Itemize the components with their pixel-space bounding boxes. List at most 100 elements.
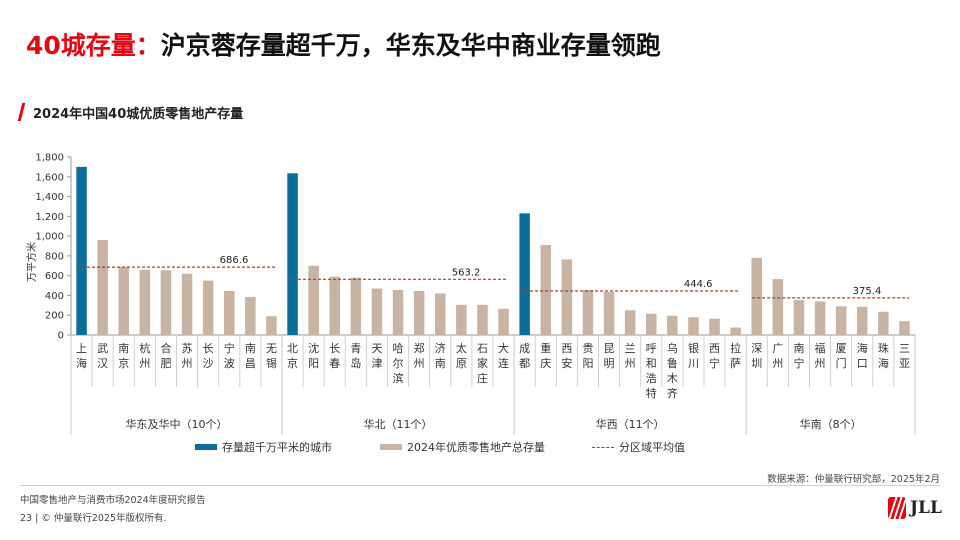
x-tick-label: 宁波 (224, 341, 235, 370)
legend-label-average: 分区域平均值 (619, 441, 685, 454)
x-tick-label: 合肥 (160, 341, 171, 370)
bar-上海 (76, 166, 87, 335)
bar-石家庄 (477, 304, 488, 335)
bar-海口 (857, 306, 868, 335)
x-tick-label: 青岛 (350, 342, 361, 370)
bar-昆明 (603, 291, 615, 335)
x-tick-label: 杭州 (139, 341, 150, 370)
x-tick-label: 南昌 (245, 342, 256, 370)
x-tick-label: 北京 (287, 342, 298, 370)
x-tick-label: 海口 (857, 341, 868, 370)
x-tick-label: 呼和浩特 (646, 342, 657, 400)
bar-三亚 (899, 321, 910, 335)
bar-青岛 (350, 277, 362, 335)
x-tick-label: 乌鲁木齐 (667, 341, 678, 400)
bar-深圳 (751, 257, 762, 335)
legend-item-highlight: 存量超千万平米的城市 (195, 439, 332, 455)
x-tick-label: 上海 (76, 342, 87, 370)
x-tick-label: 厦门 (836, 342, 847, 370)
y-tick-label: 1,000 (35, 232, 64, 243)
x-tick-label: 深圳 (751, 342, 762, 370)
x-tick-label: 大连 (498, 341, 509, 370)
average-label: 444.6 (684, 279, 713, 290)
bar-银川 (688, 317, 699, 335)
bar-长沙 (202, 280, 214, 335)
x-tick-label: 苏州 (182, 342, 193, 370)
legend-swatch-highlight (195, 444, 217, 450)
y-tick-label: 200 (45, 311, 64, 322)
bar-广州 (772, 279, 784, 335)
bar-乌鲁木齐 (667, 315, 678, 335)
group-label: 华北（11个） (364, 417, 433, 431)
x-tick-label: 长春 (329, 342, 340, 370)
x-tick-label: 银川 (688, 341, 699, 370)
x-tick-label: 郑州 (414, 341, 425, 370)
bar-合肥 (160, 270, 172, 335)
x-tick-label: 兰州 (625, 342, 636, 370)
x-tick-label: 珠海 (878, 341, 889, 370)
jll-logo-icon (888, 497, 906, 519)
group-label: 华东及华中（10个） (126, 417, 228, 431)
bar-天津 (371, 288, 383, 335)
x-tick-label: 沈阳 (308, 341, 319, 370)
x-tick-label: 长沙 (203, 342, 214, 370)
x-tick-label: 福州 (815, 341, 826, 370)
legend-swatch-normal (380, 444, 402, 450)
x-tick-label: 成都 (519, 342, 530, 370)
x-tick-label: 武汉 (97, 342, 108, 370)
bar-长春 (329, 276, 340, 335)
bar-成都 (519, 213, 530, 335)
bar-苏州 (181, 273, 193, 335)
bar-拉萨 (730, 327, 741, 335)
jll-logo: JLL (888, 497, 942, 519)
x-tick-label: 三亚 (899, 342, 910, 370)
average-label: 686.6 (220, 255, 249, 266)
jll-logo-text: JLL (910, 498, 942, 518)
y-tick-label: 1,800 (35, 153, 64, 164)
x-tick-label: 石家庄 (477, 342, 488, 385)
bar-重庆 (540, 245, 551, 335)
chart-subtitle: 2024年中国40城优质零售地产存量 (33, 107, 244, 122)
bar-兰州 (624, 310, 636, 335)
y-tick-label: 1,400 (35, 192, 64, 203)
bar-珠海 (878, 311, 889, 335)
y-tick-label: 0 (58, 331, 64, 342)
x-tick-label: 哈尔滨 (393, 342, 404, 385)
bar-郑州 (413, 290, 425, 335)
bar-北京 (287, 173, 298, 335)
x-tick-label: 拉萨 (730, 341, 741, 370)
group-label: 华南（8个） (800, 417, 862, 431)
x-tick-label: 太原 (456, 342, 467, 370)
y-tick-label: 800 (45, 251, 64, 262)
x-tick-label: 南京 (118, 342, 129, 370)
bar-南京 (118, 266, 129, 335)
legend-label-highlight: 存量超千万平米的城市 (222, 441, 332, 454)
bar-西安 (561, 259, 573, 335)
bar-南宁 (793, 299, 805, 335)
report-name: 中国零售地产与消费市场2024年度研究报告 (20, 495, 206, 506)
bar-大连 (498, 308, 509, 335)
y-tick-label: 400 (45, 291, 64, 302)
footer-divider (20, 485, 940, 486)
bar-贵阳 (582, 290, 594, 335)
page-title-text: 沪京蓉存量超千万，华东及华中商业存量领跑 (160, 31, 661, 60)
chart-legend: 存量超千万平米的城市 2024年优质零售地产总存量 分区域平均值 (0, 439, 960, 455)
bar-宁波 (224, 290, 235, 335)
bar-厦门 (835, 306, 847, 335)
x-tick-label: 南宁 (793, 342, 804, 370)
bar-哈尔滨 (392, 290, 404, 335)
data-source: 数据来源：仲量联行研究部，2025年2月 (767, 474, 940, 485)
legend-item-normal: 2024年优质零售地产总存量 (380, 439, 545, 455)
y-tick-label: 1,200 (35, 212, 64, 223)
legend-swatch-average (592, 446, 614, 448)
page-title: 40城存量：沪京蓉存量超千万，华东及华中商业存量领跑 (26, 26, 661, 62)
x-tick-label: 西安 (561, 342, 572, 370)
bar-无锡 (266, 316, 277, 335)
x-tick-label: 重庆 (540, 341, 551, 370)
legend-item-average: 分区域平均值 (592, 439, 685, 455)
bar-呼和浩特 (646, 313, 657, 335)
average-label: 563.2 (452, 267, 481, 278)
bar-武汉 (97, 240, 108, 335)
copyright-text: 23 | © 仲量联行2025年版权所有. (20, 513, 167, 524)
